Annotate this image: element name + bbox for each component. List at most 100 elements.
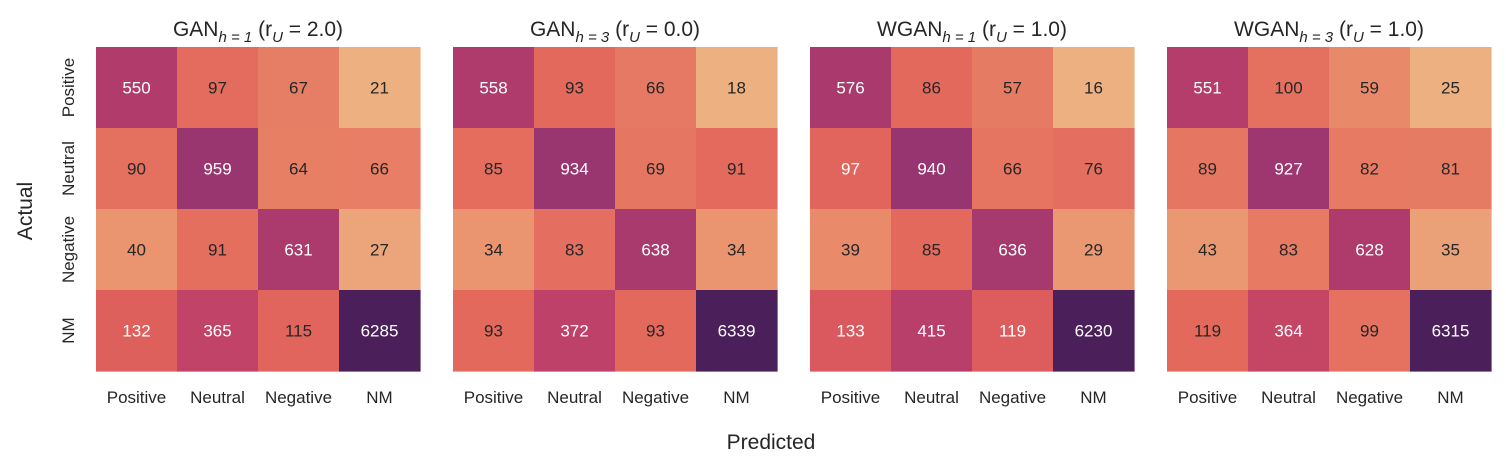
heatmap-cell bbox=[1248, 290, 1330, 372]
title-value: = 1.0) bbox=[1364, 18, 1424, 41]
title-subscript: h = 1 bbox=[218, 29, 252, 46]
heatmap-panel: GANh = 1 (rU = 2.0) 550 97 67 21 90 959 64 66 40 9… bbox=[59, 18, 421, 407]
x-tick-label: NM bbox=[1080, 388, 1106, 407]
title-subscript: h = 1 bbox=[942, 29, 976, 46]
heatmap-cell bbox=[1329, 47, 1411, 129]
x-tick-label: Negative bbox=[979, 388, 1046, 407]
heatmap-cell bbox=[1329, 209, 1411, 291]
cell-value-label: 91 bbox=[208, 241, 227, 260]
title-model: WGAN bbox=[1234, 18, 1299, 41]
cell-value-label: 927 bbox=[1274, 160, 1302, 179]
heatmap-cell bbox=[177, 290, 259, 372]
cell-value-label: 6230 bbox=[1075, 322, 1113, 341]
heatmap-cell bbox=[615, 47, 697, 129]
cell-value-label: 119 bbox=[1194, 322, 1221, 341]
heatmap-cell bbox=[1248, 209, 1330, 291]
cell-value-label: 100 bbox=[1274, 79, 1302, 98]
cell-value-label: 6339 bbox=[718, 322, 756, 341]
cell-value-label: 93 bbox=[565, 79, 584, 98]
heatmap-cell bbox=[1329, 128, 1411, 210]
cell-value-label: 43 bbox=[1198, 241, 1217, 260]
heatmap-cell bbox=[1410, 290, 1492, 372]
cell-value-label: 34 bbox=[484, 241, 503, 260]
heatmap-cell bbox=[810, 290, 892, 372]
title-paren: (r bbox=[976, 18, 996, 41]
heatmap-cell bbox=[972, 47, 1054, 129]
cell-value-label: 21 bbox=[370, 79, 389, 98]
cell-value-label: 6285 bbox=[361, 322, 399, 341]
cell-value-label: 64 bbox=[289, 160, 308, 179]
heatmap-cell bbox=[453, 47, 535, 129]
heatmap-cell bbox=[891, 290, 973, 372]
heatmap-cell bbox=[534, 47, 616, 129]
y-tick-label: Neutral bbox=[59, 141, 78, 196]
cell-value-label: 66 bbox=[1003, 160, 1022, 179]
heatmap-cell bbox=[972, 290, 1054, 372]
heatmap-cell bbox=[96, 47, 178, 129]
heatmap-cell bbox=[258, 47, 340, 129]
heatmap-cell bbox=[1053, 209, 1135, 291]
heatmap-cell bbox=[1053, 128, 1135, 210]
x-tick-label: NM bbox=[1437, 388, 1463, 407]
heatmap-cell bbox=[891, 209, 973, 291]
heatmap-cell bbox=[891, 47, 973, 129]
panel-title: GANh = 1 (rU = 2.0) bbox=[173, 18, 343, 46]
heatmap-cell bbox=[1167, 290, 1249, 372]
cell-value-label: 59 bbox=[1360, 79, 1379, 98]
x-tick-label: Negative bbox=[1336, 388, 1403, 407]
x-tick-label: Positive bbox=[464, 388, 524, 407]
x-tick-label: Neutral bbox=[190, 388, 245, 407]
x-axis-label: Predicted bbox=[727, 431, 816, 454]
cell-value-label: 119 bbox=[999, 322, 1026, 341]
cell-value-label: 66 bbox=[646, 79, 665, 98]
cell-value-label: 89 bbox=[1198, 160, 1217, 179]
title-paren: (r bbox=[252, 18, 272, 41]
cell-value-label: 25 bbox=[1441, 79, 1460, 98]
heatmap-cell bbox=[615, 128, 697, 210]
title-param-subscript: U bbox=[272, 29, 283, 46]
heatmap-cell bbox=[177, 209, 259, 291]
cell-value-label: 83 bbox=[1279, 241, 1298, 260]
panel-title: WGANh = 3 (rU = 1.0) bbox=[1234, 18, 1424, 46]
cell-value-label: 69 bbox=[646, 160, 665, 179]
heatmap-cell bbox=[1053, 47, 1135, 129]
heatmap-cell bbox=[810, 209, 892, 291]
heatmap-cell bbox=[696, 47, 778, 129]
cell-value-label: 415 bbox=[917, 322, 945, 341]
cell-value-label: 558 bbox=[479, 79, 507, 98]
cell-value-label: 67 bbox=[289, 79, 308, 98]
panel-title: WGANh = 1 (rU = 1.0) bbox=[877, 18, 1067, 46]
cell-value-label: 934 bbox=[560, 160, 588, 179]
heatmap-cell bbox=[1410, 47, 1492, 129]
cell-value-label: 631 bbox=[284, 241, 312, 260]
cell-value-label: 27 bbox=[370, 241, 389, 260]
cell-value-label: 85 bbox=[922, 241, 941, 260]
y-tick-label: NM bbox=[59, 317, 78, 343]
cell-value-label: 85 bbox=[484, 160, 503, 179]
x-tick-label: Neutral bbox=[904, 388, 959, 407]
cell-value-label: 97 bbox=[841, 160, 860, 179]
heatmap-cell bbox=[177, 47, 259, 129]
heatmap-cell bbox=[891, 128, 973, 210]
heatmap-cell bbox=[534, 290, 616, 372]
title-subscript: h = 3 bbox=[1299, 29, 1333, 46]
heatmap-cell bbox=[1167, 209, 1249, 291]
x-tick-label: Neutral bbox=[547, 388, 602, 407]
x-tick-label: NM bbox=[366, 388, 392, 407]
cell-value-label: 638 bbox=[641, 241, 669, 260]
heatmap-cell bbox=[177, 128, 259, 210]
cell-value-label: 372 bbox=[560, 322, 588, 341]
x-tick-label: Negative bbox=[622, 388, 689, 407]
title-model: GAN bbox=[530, 18, 576, 41]
cell-value-label: 40 bbox=[127, 241, 146, 260]
cell-value-label: 34 bbox=[727, 241, 746, 260]
cell-value-label: 83 bbox=[565, 241, 584, 260]
cell-value-label: 93 bbox=[646, 322, 665, 341]
heatmap-cell bbox=[696, 290, 778, 372]
heatmap-cell bbox=[1248, 47, 1330, 129]
title-value: = 0.0) bbox=[640, 18, 700, 41]
cell-value-label: 82 bbox=[1360, 160, 1379, 179]
cell-value-label: 57 bbox=[1003, 79, 1022, 98]
cell-value-label: 940 bbox=[917, 160, 945, 179]
